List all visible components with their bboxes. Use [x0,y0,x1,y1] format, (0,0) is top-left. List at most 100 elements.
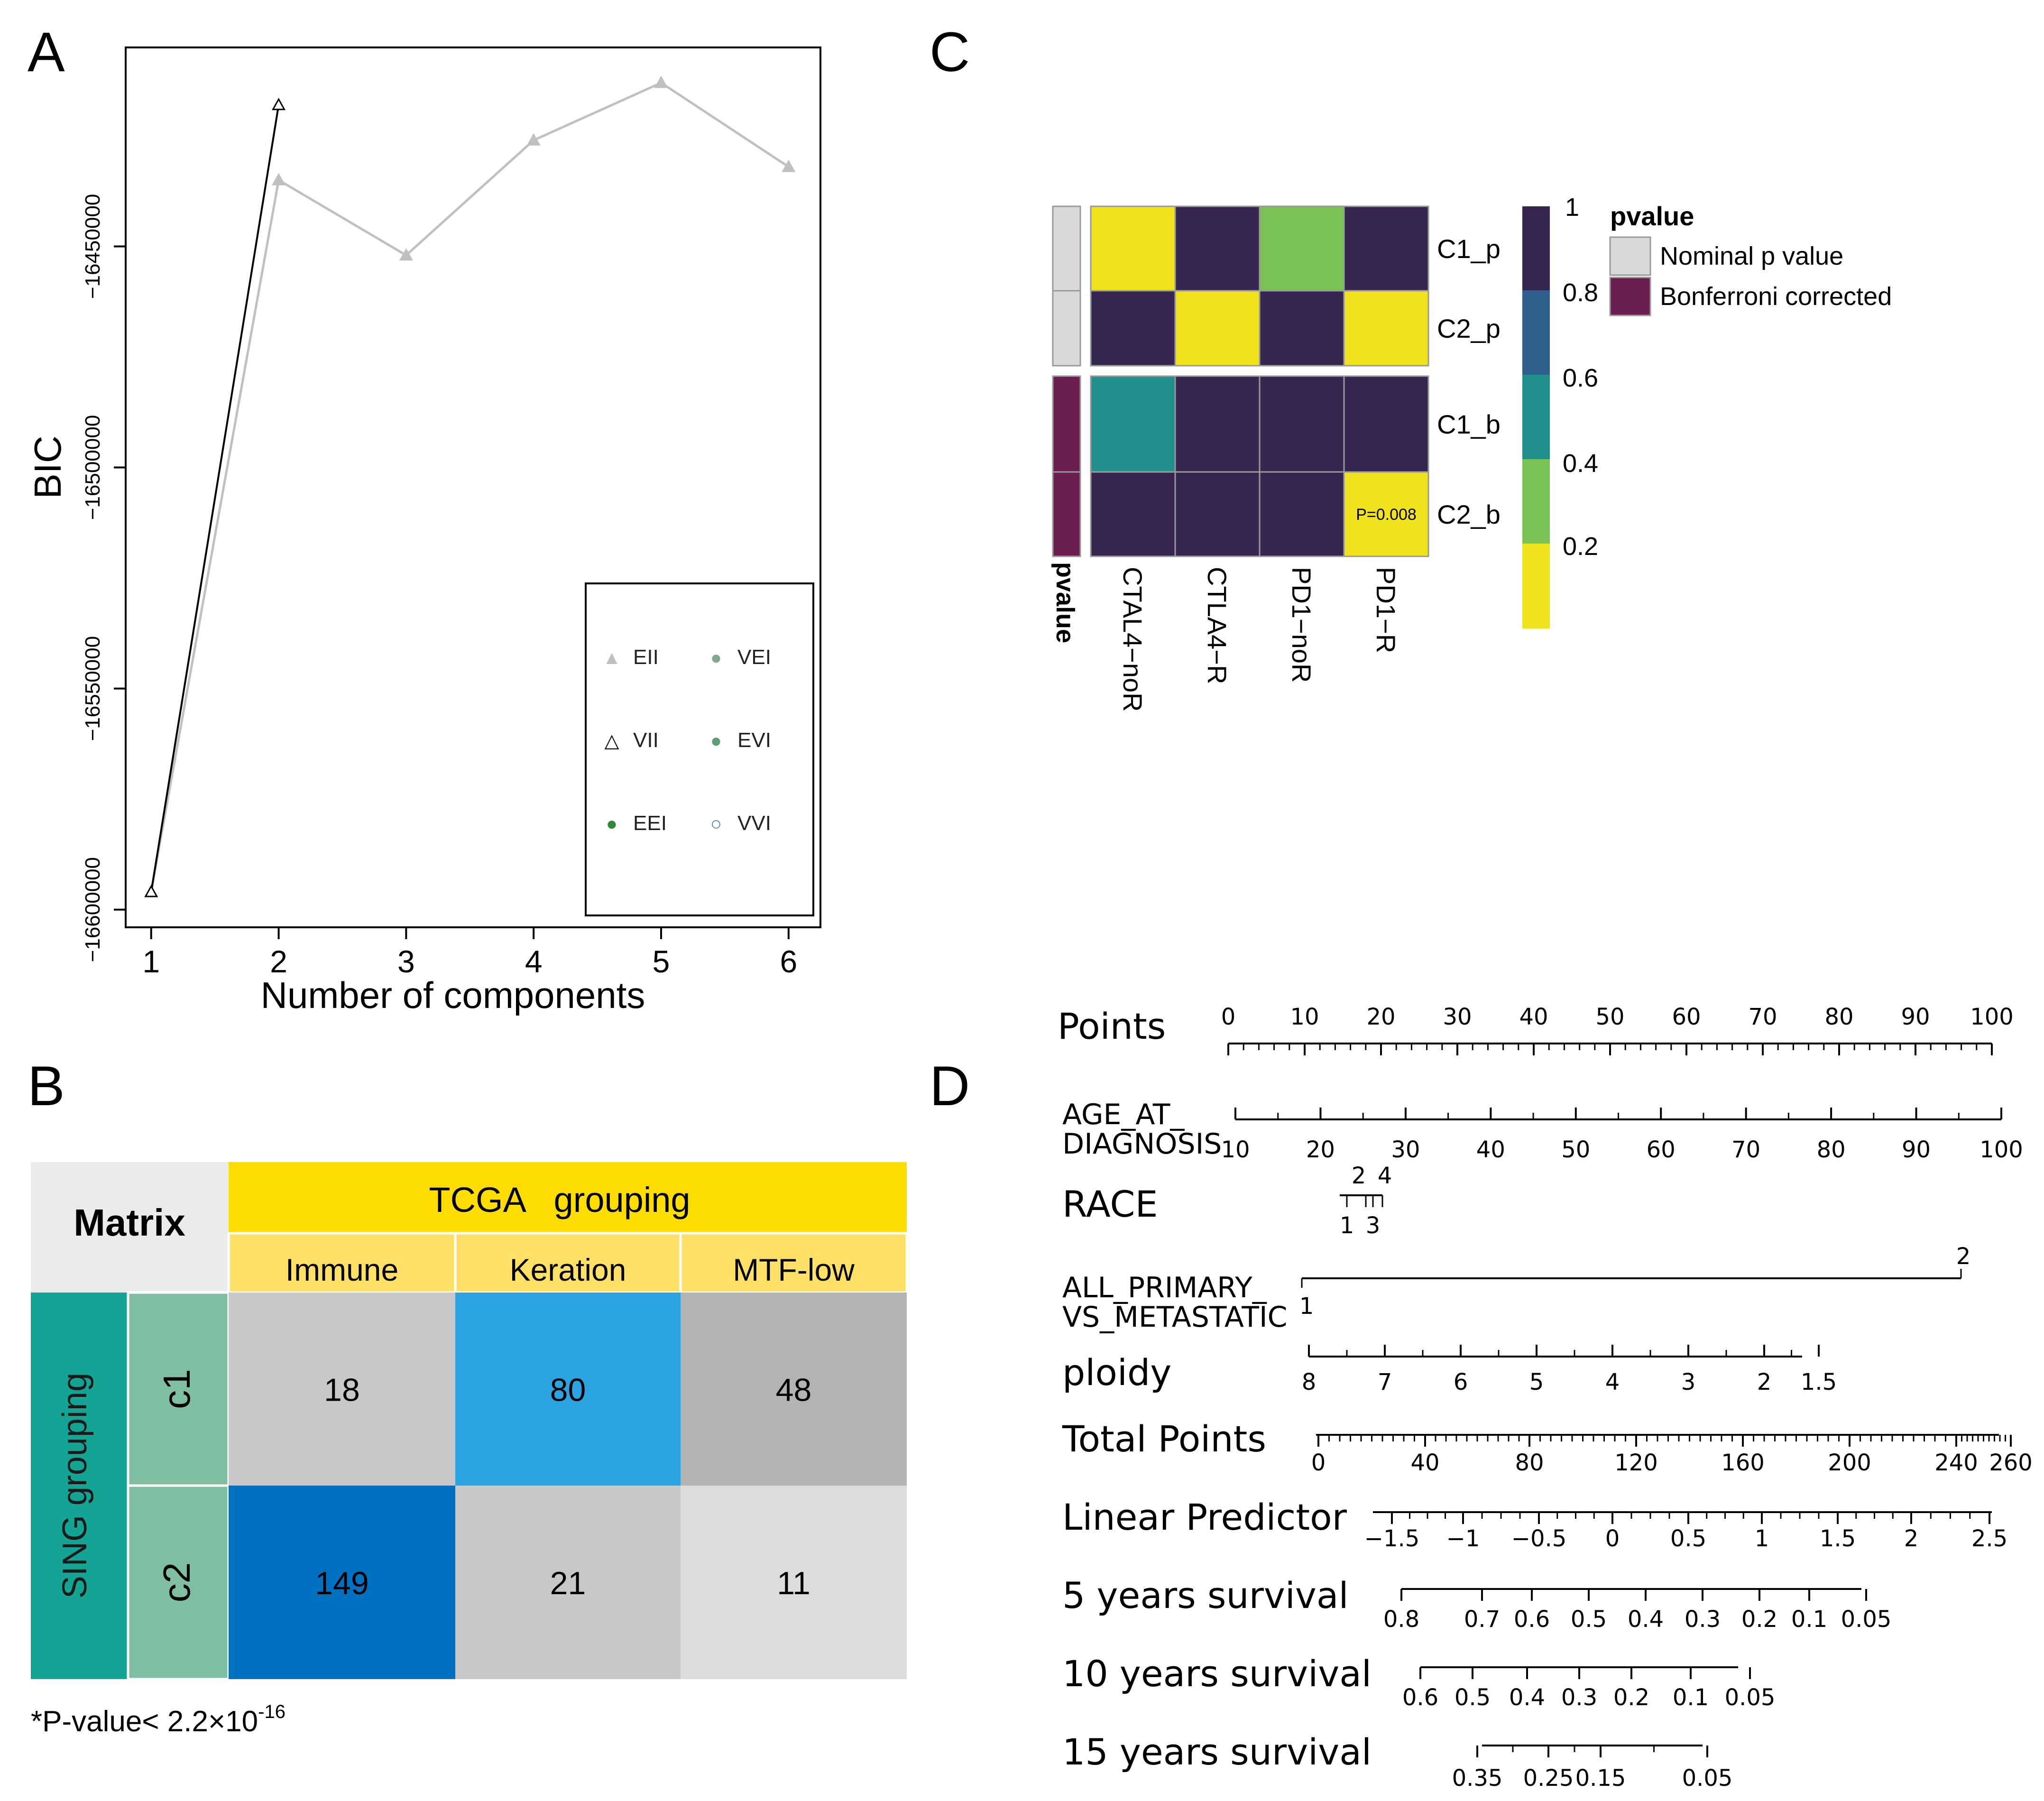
annotation-cell [1052,205,1081,292]
panel-b-contingency-table: Matrix TCGA grouping Immune Keration MTF-l… [31,1162,908,1738]
heatmap-cell [1090,205,1176,292]
tick-label: 1 [1340,1212,1354,1239]
heatmap-cell [1174,290,1261,367]
panel-a-bic-chart: −16450000 −16500000 −16550000 −16600000 1 2 3… [27,46,821,1016]
tick-label: −1.5 [1364,1525,1420,1552]
colorbar-segment [1522,375,1550,459]
plot-frame [125,46,821,928]
cell-value: 21 [550,1565,586,1601]
tick-label: 0.1 [1791,1606,1827,1633]
legend-box [585,582,814,916]
tick-label: 0.4 [1628,1606,1664,1633]
legend-symbol-evi: ● [710,730,722,751]
tick-label: 30 [1443,1004,1472,1030]
annotation-cell [1052,290,1081,367]
data-point-eii [272,173,286,185]
column-label: PD1−noR [1287,567,1317,683]
tick-label: 1 [1755,1525,1769,1552]
tick-label: −1 [1446,1525,1480,1552]
scale-title: RACE [1062,1183,1158,1225]
tick-label: 50 [1595,1004,1624,1030]
scale-title: ALL_PRIMARY_ [1062,1271,1267,1304]
panel-d-nomogram: Points 0 10 20 30 40 50 60 70 80 90 100AGE_AT_DIAGN… [1058,1004,2033,1792]
tick-label: 120 [1614,1450,1658,1476]
corner-label: Matrix [74,1201,185,1244]
tick-label: 90 [1902,1136,1931,1163]
legend-symbol-vei: ● [710,647,722,668]
colorbar-segment [1522,290,1550,375]
annotation-cell [1052,471,1081,557]
data-point-eii [654,75,668,88]
tick-label: 60 [1672,1004,1701,1030]
colorbar-tick-label: 0.2 [1563,532,1598,561]
tick-label: 20 [1366,1004,1395,1030]
legend-label: Bonferroni corrected [1660,282,1892,311]
heatmap-cell [1174,471,1261,557]
tick-label: 50 [1561,1136,1590,1163]
column-label: PD1−R [1371,567,1401,653]
cell-value: 18 [324,1372,360,1408]
legend-swatch [1609,236,1651,276]
row-header-label: c1 [156,1369,198,1409]
tick-label: 240 [1934,1450,1978,1476]
heatmap-cell [1259,205,1345,292]
tcga-header [229,1162,907,1233]
column-header-cell [679,1232,908,1294]
table-cell [229,1486,455,1679]
panel-label-c: C [930,21,970,83]
tick-label: 2 [1352,1163,1366,1189]
annotation-axis-label: pvalue [1051,562,1079,643]
tick-label: 30 [1391,1136,1420,1163]
tick-label: 0.3 [1561,1684,1597,1711]
data-point-eii [526,133,541,146]
p-value-note-base: *P-value< 2.2×10 [31,1705,258,1738]
legend-label-eei: EEI [633,812,667,835]
tick-label: 3 [1681,1369,1696,1395]
heatmap-cell [1174,375,1261,473]
scale-title: VS_METASTATIC [1062,1301,1288,1334]
data-point-eii [399,248,413,261]
tcga-header-label: TCGA grouping [429,1180,690,1219]
tick-label: 90 [1901,1004,1930,1030]
cell-value: 11 [777,1565,810,1601]
tick-label: 7 [1378,1369,1392,1395]
x-axis-label: Number of components [261,974,645,1016]
tick-label: 260 [1989,1450,2033,1476]
column-header-label: MTF-low [733,1252,855,1287]
series-line-vii [150,104,280,892]
row-header-cell [127,1484,230,1681]
heatmap-cell [1343,375,1429,473]
tick-label: 10 [1221,1136,1250,1163]
tick-label: 6 [1454,1369,1468,1395]
heatmap-cell [1259,375,1345,473]
tick-label: 100 [1980,1136,2023,1163]
p-value-note: *P-value< 2.2×10-16 [31,1701,285,1738]
tick-label: 1.5 [1801,1369,1837,1395]
tick-label: 0 [1605,1525,1620,1552]
tick-label: 2 [1904,1525,1919,1552]
sing-header [31,1293,128,1679]
row-label: C1_b [1437,409,1501,439]
x-tick-label: 2 [270,944,287,979]
tick-label: 0.15 [1575,1765,1626,1792]
tick-label: 60 [1647,1136,1676,1163]
tick-label: 5 [1529,1369,1544,1395]
tick-label: 80 [1515,1450,1544,1476]
tick-label: 0.05 [1841,1606,1892,1633]
tick-label: 0.1 [1673,1684,1709,1711]
x-tick-label: 4 [525,944,543,979]
data-point-vii [144,885,158,897]
legend-swatch [1609,277,1651,316]
tick-label: 8 [1302,1369,1317,1395]
legend-symbol-vii: △ [605,730,619,751]
table-cell [229,1293,455,1486]
tick-label: 2.5 [1971,1525,2007,1552]
heatmap-cell [1174,205,1261,292]
column-label: CTLA4−R [1202,567,1232,684]
row-label: C1_p [1437,234,1501,264]
legend-label: Nominal p value [1660,242,1843,270]
tick-label: 0.5 [1455,1684,1491,1711]
cell-value: 48 [776,1372,812,1408]
tick-label: 200 [1828,1450,1871,1476]
tick-label: 0 [1221,1004,1236,1030]
